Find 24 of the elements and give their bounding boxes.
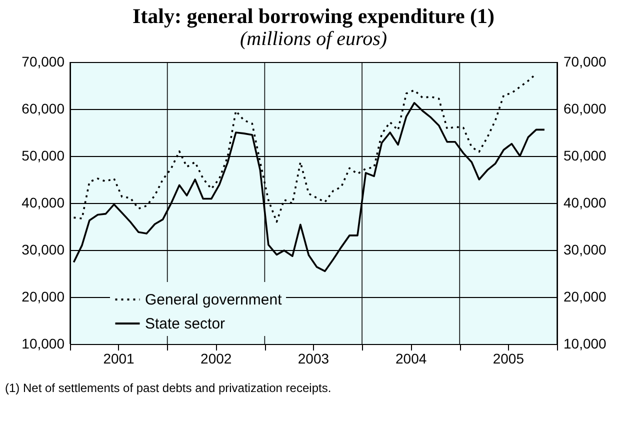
y-tick-label: 60,000 [22, 100, 65, 116]
y-tick-label: 70,000 [22, 54, 65, 70]
y-tick-label: 50,000 [22, 148, 65, 164]
y2-tick-label: 70,000 [564, 54, 607, 70]
x-tick-label: 2003 [298, 350, 330, 366]
chart-title: Italy: general borrowing expenditure (1) [132, 4, 495, 28]
y-tick-label: 20,000 [22, 288, 65, 304]
y2-tick-label: 60,000 [564, 100, 607, 116]
y2-tick-label: 50,000 [564, 148, 607, 164]
y-tick-label: 10,000 [22, 336, 65, 352]
legend-label: State sector [145, 316, 226, 332]
x-tick-label: 2001 [103, 350, 135, 366]
x-tick-label: 2002 [200, 350, 232, 366]
y-tick-label: 30,000 [22, 242, 65, 258]
y2-tick-label: 10,000 [564, 336, 607, 352]
text: (1) Net of settlements of past debts and privatization receipts. [5, 381, 332, 395]
legend-label: General government [145, 292, 283, 308]
y2-tick-label: 20,000 [564, 288, 607, 304]
y-tick-label: 40,000 [22, 194, 65, 210]
chart-subtitle: (millions of euros) [240, 28, 388, 50]
x-tick-label: 2005 [492, 350, 524, 366]
y2-tick-label: 30,000 [564, 242, 607, 258]
y2-tick-label: 40,000 [564, 194, 607, 210]
x-tick-label: 2004 [396, 350, 427, 366]
